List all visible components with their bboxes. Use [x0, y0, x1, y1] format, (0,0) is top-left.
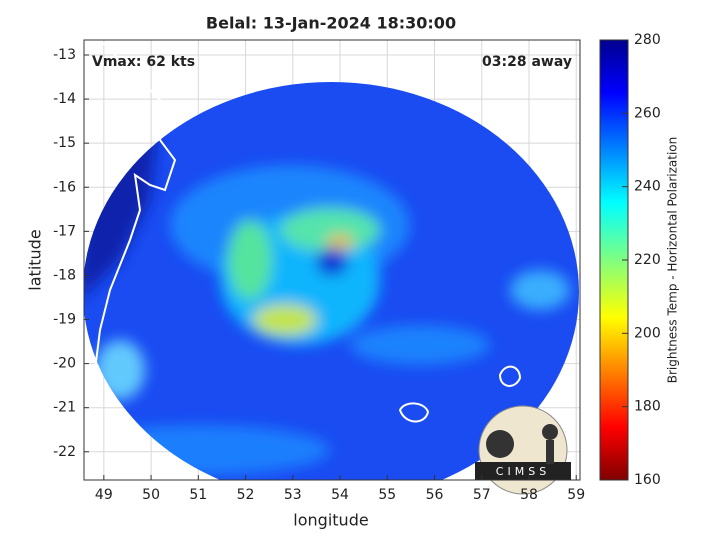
colorbar-tick-label: 240	[634, 179, 661, 195]
colorbar-tick-label: 280	[634, 32, 661, 48]
y-tick-label: -18	[53, 267, 76, 283]
x-tick-label: 56	[426, 487, 444, 503]
y-tick-label: -19	[53, 312, 76, 328]
chart-title: Belal: 13-Jan-2024 18:30:00	[206, 14, 456, 33]
x-tick-label: 54	[331, 487, 349, 503]
colorbar-tick-label: 200	[634, 325, 661, 341]
colorbar-tick-label: 260	[634, 105, 661, 121]
x-tick-label: 53	[284, 487, 302, 503]
plot-frame	[83, 39, 581, 481]
x-axis-label: longitude	[293, 511, 368, 530]
satellite-image	[84, 40, 579, 480]
x-tick-label: 50	[142, 487, 160, 503]
y-tick-label: -22	[53, 444, 76, 460]
x-tick-label: 59	[567, 487, 585, 503]
annotation: 03:28 away	[482, 54, 572, 70]
y-tick-label: -15	[53, 135, 76, 151]
y-axis-label: latitude	[26, 229, 45, 290]
colorbar-tick-label: 220	[634, 252, 661, 268]
y-tick-label: -14	[53, 91, 76, 107]
y-tick-label: -21	[53, 400, 76, 416]
y-tick-label: -16	[53, 179, 76, 195]
colorbar-label: Brightness Temp - Horizontal Polarizatio…	[666, 137, 680, 384]
x-tick-label: 52	[237, 487, 255, 503]
x-tick-label: 55	[378, 487, 396, 503]
logo-text: CIMSS	[496, 465, 550, 478]
y-tick-label: -17	[53, 223, 76, 239]
y-tick-label: -20	[53, 356, 76, 372]
colorbar-tick-label: 180	[634, 399, 661, 415]
x-tick-label: 51	[189, 487, 207, 503]
x-tick-label: 49	[95, 487, 113, 503]
logo: CIMSS	[475, 405, 571, 495]
x-tick-label: 58	[520, 487, 538, 503]
annotation: Vmax: 62 kts	[92, 54, 195, 70]
y-tick-label: -13	[53, 47, 76, 63]
colorbar-tick-label: 160	[634, 472, 661, 488]
x-tick-label: 57	[473, 487, 491, 503]
